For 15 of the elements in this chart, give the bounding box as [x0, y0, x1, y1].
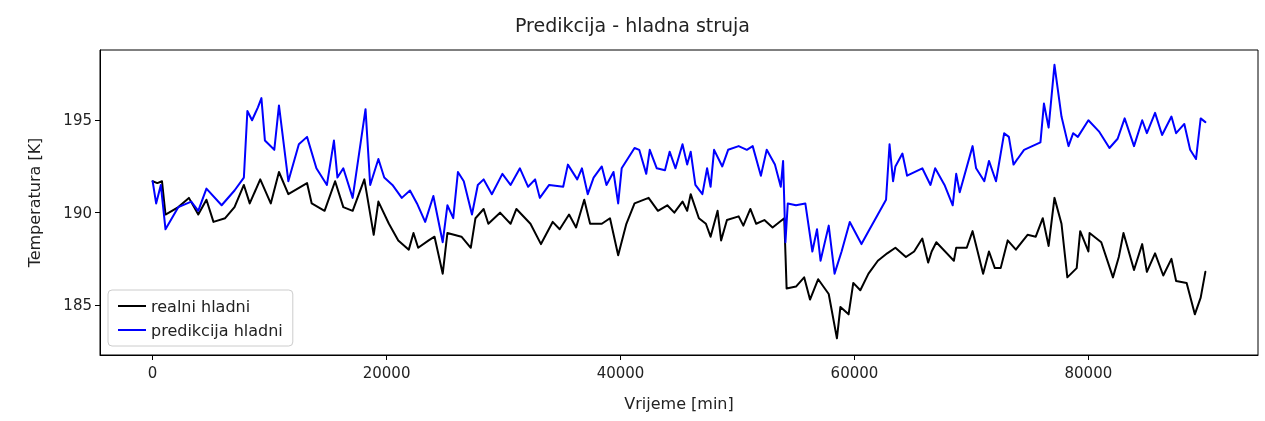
y-tick-label: 190: [63, 203, 92, 222]
y-axis-title: Temperatura [K]: [24, 137, 44, 269]
chart-title: Predikcija - hladna struja: [514, 13, 751, 36]
y-tick-label: 195: [63, 111, 92, 130]
line-series: [151, 63, 1207, 275]
y-tick-label: 185: [63, 296, 92, 315]
legend-label: predikcija hladni: [151, 320, 283, 340]
legend-label: realni hladni: [151, 296, 251, 316]
x-tick-label: 0: [147, 363, 158, 382]
x-tick-label: 80000: [1064, 363, 1113, 382]
x-axis-title: Vrijeme [min]: [624, 393, 734, 413]
x-tick-label: 20000: [362, 363, 411, 382]
x-tick-label: 60000: [830, 363, 879, 382]
line-series: [151, 171, 1207, 340]
x-tick-label: 40000: [596, 363, 645, 382]
